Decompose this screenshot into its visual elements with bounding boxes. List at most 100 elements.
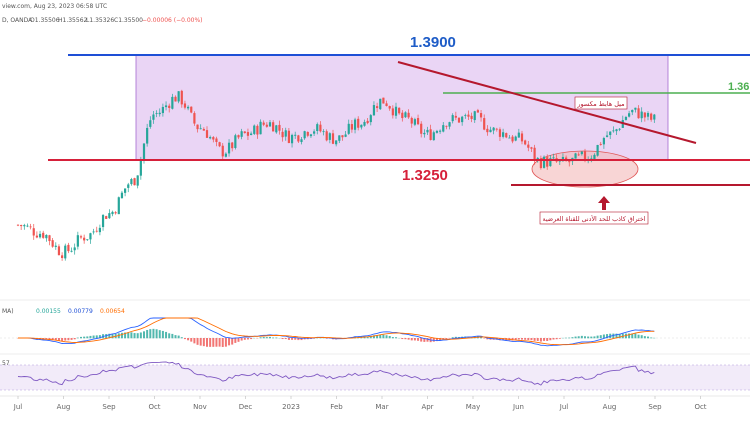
candle-body [350, 124, 353, 130]
candle-body [26, 225, 29, 227]
candle-body [470, 115, 473, 119]
candle-body [234, 135, 237, 148]
macd-bar [275, 337, 278, 339]
ohlc-value: C1.35500 [114, 17, 143, 24]
macd-bar [300, 338, 303, 341]
candle-body [596, 144, 599, 156]
candle-body [631, 109, 634, 113]
candle-body [149, 120, 152, 127]
candle-body [168, 105, 171, 108]
macd-bar [517, 338, 520, 340]
candle-body [199, 128, 202, 130]
candle-body [445, 125, 448, 127]
candle-body [79, 236, 83, 238]
candle-body [83, 237, 86, 241]
candle-body [394, 106, 398, 116]
macd-bar [580, 335, 583, 339]
candle-body [650, 113, 653, 120]
candle-body [533, 147, 536, 161]
macd-bar [105, 334, 108, 339]
macd-bar [168, 333, 171, 339]
macd-bar [539, 338, 542, 342]
candle-body [127, 184, 130, 188]
macd-label: MA) [2, 308, 14, 315]
candle-body [546, 157, 549, 167]
x-tick-label: Dec [239, 403, 253, 411]
candle-body [221, 145, 224, 157]
candle-body [404, 112, 407, 118]
x-tick-label: Sep [648, 403, 662, 411]
candle-body [322, 131, 325, 133]
candle-body [108, 213, 111, 219]
macd-bar [83, 336, 86, 339]
x-tick-label: Mar [375, 403, 388, 411]
macd-bar [272, 337, 275, 339]
macd-bar [584, 336, 586, 339]
candle-body [240, 131, 243, 137]
candle-body [451, 115, 454, 122]
candle-body [328, 133, 331, 140]
candle-body [457, 117, 461, 123]
candle-body [486, 128, 489, 133]
macd-bar [426, 338, 429, 342]
candle-body [461, 116, 464, 123]
macd-bar [391, 337, 394, 339]
candle-body [331, 133, 335, 144]
candle-body [435, 130, 439, 133]
macd-bar [521, 338, 523, 340]
macd-bar [615, 333, 618, 339]
candle-body [218, 142, 221, 147]
candle-body [574, 153, 577, 159]
macd-value: 0.00155 [36, 308, 61, 315]
candle-body [205, 130, 209, 138]
candle-body [155, 113, 158, 114]
candle-body [552, 157, 555, 159]
macd-bar [577, 336, 580, 339]
rsi-label: 57 [2, 360, 10, 367]
candle-body [114, 212, 117, 214]
macd-bar [221, 338, 224, 347]
macd-bar [435, 338, 438, 342]
x-tick-label: Sep [102, 403, 116, 411]
macd-bar [259, 337, 262, 339]
candle-body [124, 188, 127, 193]
macd-bar [51, 338, 54, 341]
macd-bar [498, 338, 501, 341]
candle-body [514, 136, 517, 141]
macd-bar [511, 338, 514, 341]
ohlc-value: O1.35506 [30, 17, 60, 24]
macd-bar [269, 336, 271, 339]
candle-body [615, 129, 618, 132]
x-tick-label: Jul [13, 403, 23, 411]
macd-bar [558, 338, 561, 339]
candle-body [281, 131, 284, 138]
macd-bar [133, 333, 136, 339]
macd-bar [574, 336, 577, 339]
macd-signal-line [18, 317, 655, 346]
candle-body [605, 135, 609, 137]
macd-bar [57, 338, 60, 341]
macd-bar [165, 331, 168, 339]
candle-body [602, 138, 605, 145]
candle-body [161, 106, 164, 114]
candle-body [32, 228, 35, 236]
candle-body [38, 233, 42, 238]
header-symbol-line: D, OANDA [2, 17, 33, 24]
candle-body [495, 128, 498, 130]
candle-body [70, 250, 73, 252]
macd-bar [294, 338, 297, 340]
upper-level-label: 1.3900 [410, 34, 456, 51]
macd-bar [180, 337, 183, 339]
candle-body [297, 135, 300, 142]
x-tick-label: 2023 [282, 403, 300, 411]
candle-body [347, 123, 350, 134]
candle-body [196, 124, 199, 130]
candle-body [256, 125, 259, 135]
candle-body [624, 117, 628, 120]
macd-bar [325, 338, 328, 339]
macd-bar [240, 338, 243, 341]
candle-body [29, 226, 32, 228]
candle-body [183, 103, 187, 108]
macd-bar [536, 338, 539, 341]
